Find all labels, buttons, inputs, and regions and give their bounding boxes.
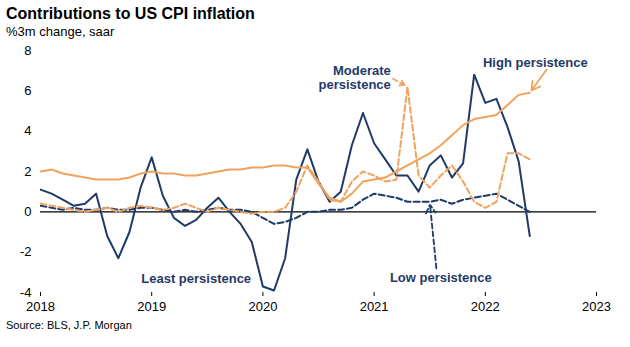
svg-text:High persistence: High persistence xyxy=(483,55,588,70)
svg-text:2: 2 xyxy=(24,164,31,179)
svg-text:Low persistence: Low persistence xyxy=(390,270,492,285)
svg-text:2018: 2018 xyxy=(26,299,55,314)
svg-text:Moderatepersistence: Moderatepersistence xyxy=(319,63,391,92)
svg-text:2020: 2020 xyxy=(248,299,277,314)
html-text:%3m change, saar: %3m change, saar xyxy=(6,24,115,39)
svg-text:2021: 2021 xyxy=(360,299,389,314)
svg-text:6: 6 xyxy=(24,83,31,98)
html-text:Contributions to US CPI inflat: Contributions to US CPI inflation xyxy=(6,5,255,22)
svg-text:2023: 2023 xyxy=(582,299,611,314)
svg-text:2022: 2022 xyxy=(471,299,500,314)
svg-text:Least persistence: Least persistence xyxy=(141,271,251,286)
svg-text:4: 4 xyxy=(24,123,31,138)
svg-text:0: 0 xyxy=(24,204,31,219)
html-text:Source: BLS, J.P. Morgan: Source: BLS, J.P. Morgan xyxy=(6,319,132,331)
svg-text:8: 8 xyxy=(24,43,31,58)
svg-text:-4: -4 xyxy=(20,285,32,300)
svg-text:-2: -2 xyxy=(20,244,32,259)
svg-text:2019: 2019 xyxy=(137,299,166,314)
